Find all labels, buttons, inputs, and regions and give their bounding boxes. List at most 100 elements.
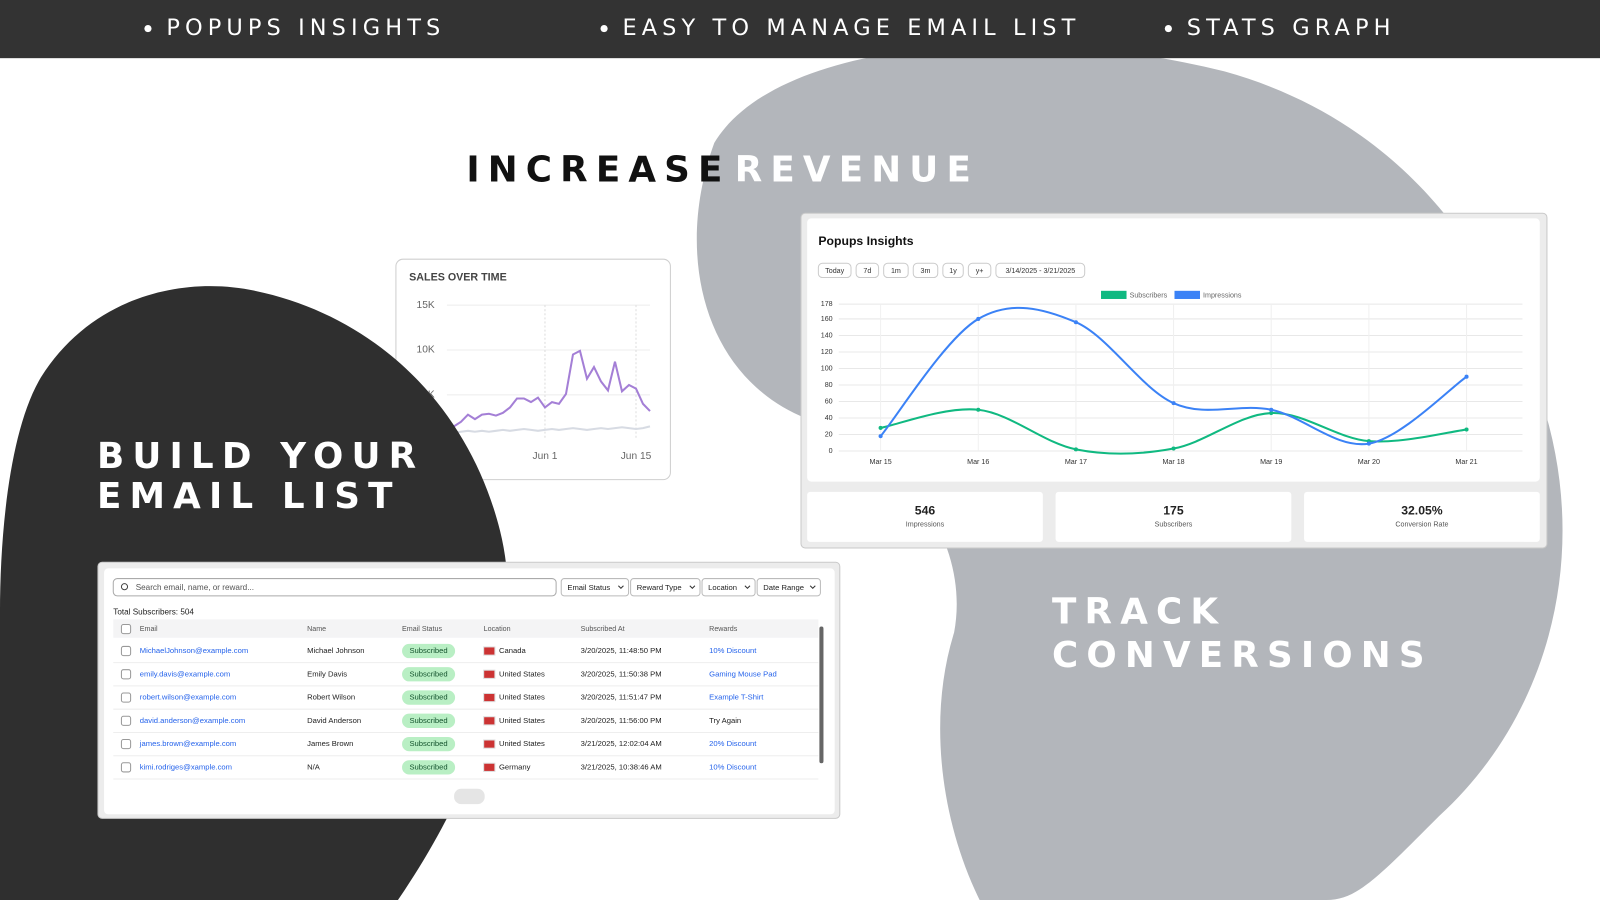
range-button-label: 7d: [863, 267, 871, 275]
headline: INCREASE: [466, 149, 730, 190]
filter-button[interactable]: [630, 578, 701, 597]
name: Michael Johnson: [307, 646, 364, 655]
search-box[interactable]: [112, 578, 557, 597]
column-header: Name: [307, 625, 326, 633]
email[interactable]: david.anderson@example.com: [140, 716, 245, 725]
range-button[interactable]: [817, 262, 852, 279]
checkbox[interactable]: [120, 623, 132, 635]
column-header: Email: [140, 625, 158, 633]
y-tick-label: 120: [821, 348, 833, 356]
headline: CONVERSIONS: [1052, 635, 1433, 676]
pagination[interactable]: [454, 788, 485, 805]
range-button-label: 1m: [891, 267, 901, 275]
y-tick-label: 40: [825, 414, 833, 422]
reward: Example T-Shirt: [709, 693, 764, 702]
range-button-label: y+: [976, 267, 984, 275]
point: [878, 425, 883, 430]
filter-button[interactable]: [756, 578, 821, 597]
range-button-label: 1y: [949, 267, 957, 275]
bullet: [600, 25, 608, 33]
range-button[interactable]: [995, 262, 1086, 279]
y-tick-label: 80: [825, 381, 833, 389]
point: [976, 407, 981, 412]
x-tick-label: Mar 18: [1162, 458, 1184, 466]
point: [1366, 441, 1371, 446]
filter-button[interactable]: [701, 578, 756, 597]
column-header: Rewards: [709, 625, 738, 633]
checkbox[interactable]: [120, 738, 132, 750]
x-tick-label: Jun 15: [621, 451, 652, 462]
range-button-label: 3/14/2025 - 3/21/2025: [1005, 267, 1075, 275]
name: James Brown: [307, 739, 353, 748]
y-tick-label: 0: [829, 447, 833, 455]
chart-title: Popups Insights: [818, 234, 913, 248]
location: United States: [499, 739, 545, 748]
header-item: EASY TO MANAGE EMAIL LIST: [622, 15, 1080, 41]
legend-label: Impressions: [1203, 291, 1242, 299]
email[interactable]: MichaelJohnson@example.com: [140, 646, 248, 655]
headline: TRACK: [1052, 591, 1226, 632]
reward: 10% Discount: [709, 646, 757, 655]
status-badge: [402, 760, 456, 775]
flag: [483, 762, 496, 772]
email[interactable]: kimi.rodriges@xample.com: [140, 762, 232, 771]
filter-label: Date Range: [763, 583, 804, 592]
x-tick-label: Mar 21: [1455, 458, 1477, 466]
flag: [483, 716, 496, 726]
checkbox[interactable]: [120, 692, 132, 703]
y-tick-label: 60: [825, 397, 833, 405]
header-row: [113, 619, 819, 638]
flag: [483, 646, 496, 656]
email[interactable]: robert.wilson@example.com: [140, 693, 237, 702]
chevron: [809, 585, 816, 589]
scrollbar[interactable]: [819, 626, 824, 764]
point: [1171, 401, 1176, 406]
search-icon: [120, 583, 129, 591]
status: Subscribed: [409, 762, 447, 771]
range-button-label: 3m: [921, 267, 931, 275]
status: Subscribed: [409, 669, 447, 678]
headline: EMAIL LIST: [97, 476, 401, 517]
range-button[interactable]: [912, 262, 939, 279]
email[interactable]: emily.davis@example.com: [140, 669, 230, 678]
range-button[interactable]: [967, 262, 992, 279]
y-tick-label: 10K: [417, 345, 435, 356]
chevron: [744, 585, 751, 589]
column-header: Location: [484, 625, 511, 633]
header-item: STATS GRAPH: [1187, 15, 1396, 41]
location: United States: [499, 716, 545, 725]
table-card: Search email, name, or reward... Total S…: [97, 561, 841, 819]
email[interactable]: james.brown@example.com: [139, 739, 237, 748]
filter-label: Location: [708, 583, 737, 592]
chevron: [618, 585, 624, 589]
filter-label: Email Status: [567, 583, 610, 592]
subscribed-at: 3/20/2025, 11:50:38 PM: [581, 669, 662, 678]
range-button[interactable]: [883, 262, 909, 279]
point: [1073, 320, 1078, 325]
stat-value: 175: [1163, 503, 1184, 517]
checkbox[interactable]: [120, 762, 132, 773]
stat-label: Subscribers: [1155, 520, 1193, 528]
x-tick-label: Mar 19: [1260, 458, 1282, 466]
subscribed-at: 3/20/2025, 11:51:47 PM: [581, 693, 662, 702]
subscribed-at: 3/20/2025, 11:56:00 PM: [581, 716, 662, 725]
y-tick-label: 20: [825, 430, 833, 438]
panel: [104, 568, 835, 815]
x-tick-label: Mar 17: [1065, 458, 1087, 466]
checkbox[interactable]: [120, 715, 132, 726]
legend-swatch: [1174, 290, 1200, 299]
filter-button[interactable]: [560, 578, 630, 597]
checkbox[interactable]: [120, 645, 132, 657]
location: United States: [499, 693, 545, 702]
name: Emily Davis: [307, 669, 347, 678]
subscribed-at: 3/21/2025, 12:02:04 AM: [581, 739, 662, 748]
point: [976, 316, 981, 321]
range-button[interactable]: [942, 262, 964, 279]
checkbox[interactable]: [120, 669, 132, 680]
stat-label: Impressions: [906, 520, 945, 528]
line: [446, 349, 651, 428]
range-button[interactable]: [855, 262, 880, 279]
legend-label: Subscribers: [1130, 291, 1168, 299]
stat-box: [1304, 491, 1540, 542]
y-tick-label: 140: [821, 331, 833, 339]
